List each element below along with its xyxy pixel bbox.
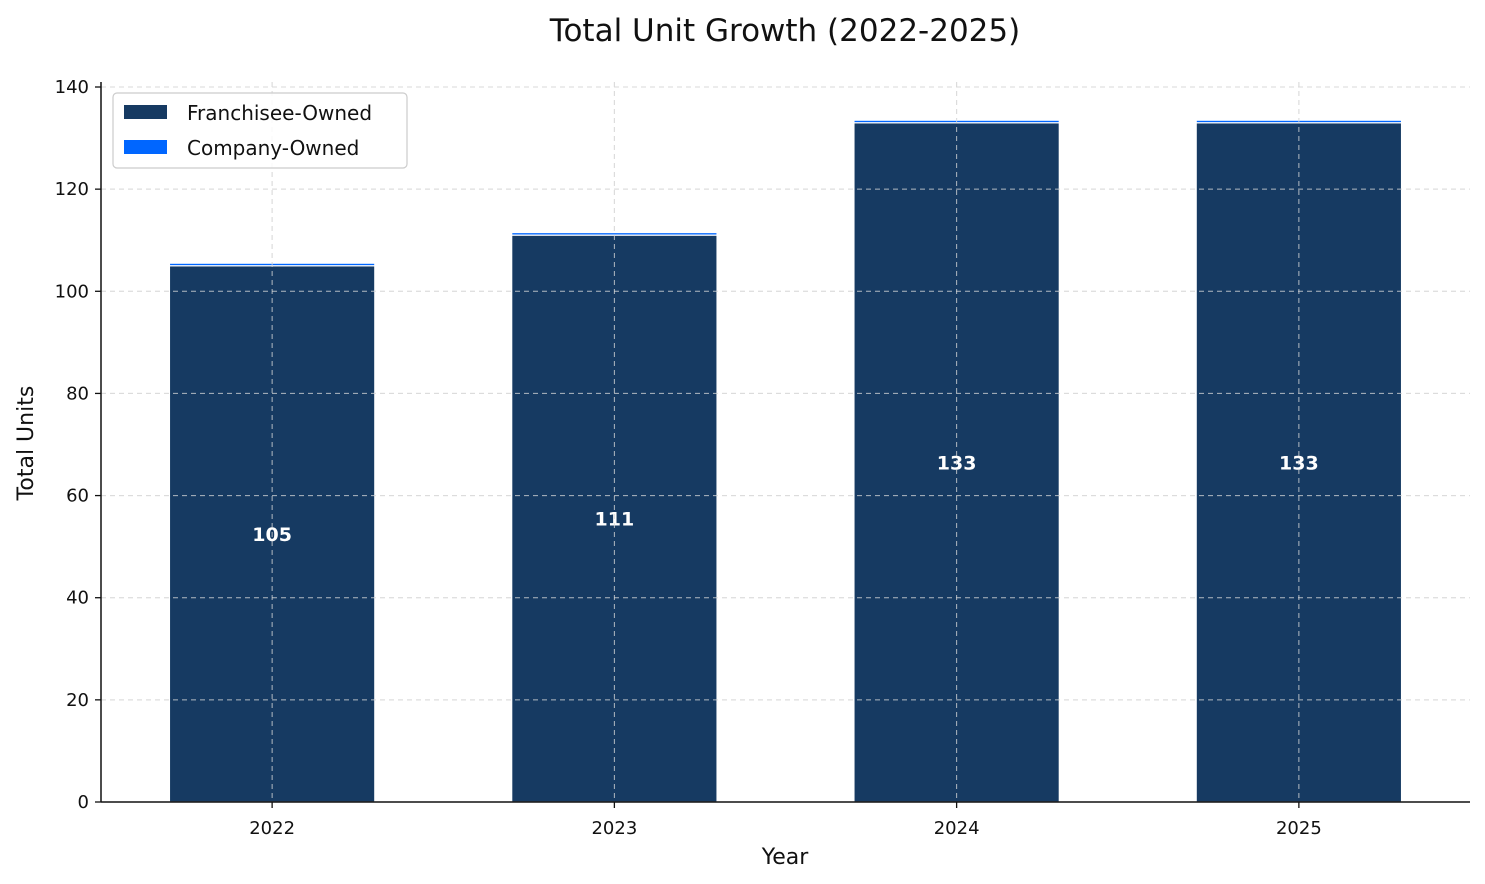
legend-frame <box>112 92 408 169</box>
y-tick-label: 80 <box>66 383 89 404</box>
x-tick-label: 2025 <box>1276 818 1322 839</box>
data-label-2023: 111 <box>595 509 635 531</box>
legend-swatch-franchisee <box>124 105 167 119</box>
legend: Franchisee-Owned Company-Owned <box>112 92 408 169</box>
y-tick-label: 60 <box>66 486 89 507</box>
x-axis-label: Year <box>761 845 810 870</box>
y-tick-label: 100 <box>55 281 89 302</box>
bar-company-2023 <box>511 231 718 236</box>
y-tick-label: 40 <box>66 588 89 609</box>
axes-layer <box>95 82 1470 808</box>
y-tick-label: 0 <box>78 792 89 813</box>
y-tick-label: 120 <box>55 179 89 200</box>
x-tick-labels: 2022 2023 2024 2025 <box>249 818 1322 839</box>
y-tick-label: 140 <box>55 77 89 98</box>
legend-label-franchisee: Franchisee-Owned <box>187 101 372 125</box>
x-tick-label: 2024 <box>934 818 980 839</box>
legend-swatch-company <box>124 140 167 154</box>
x-tick-label: 2022 <box>249 818 295 839</box>
chart-title: Total Unit Growth (2022-2025) <box>549 13 1020 49</box>
legend-label-company: Company-Owned <box>187 136 359 160</box>
y-tick-labels: 0 20 40 60 80 100 120 140 <box>55 77 89 813</box>
x-tick-label: 2023 <box>591 818 637 839</box>
y-tick-label: 20 <box>66 690 89 711</box>
y-axis-label: Total Units <box>14 386 39 502</box>
